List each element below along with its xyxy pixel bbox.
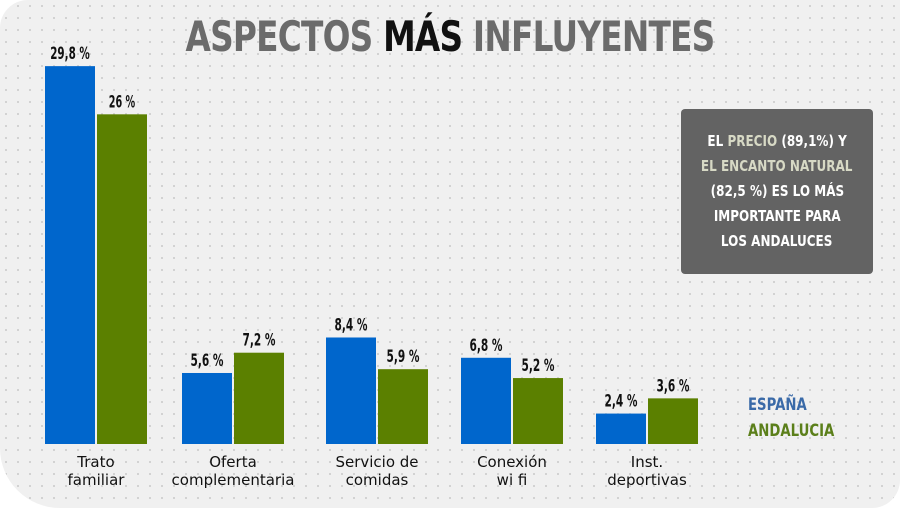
bar-andalucia-trato-familiar xyxy=(97,114,147,444)
category-label-oferta-complementaria: complementaria xyxy=(172,471,295,489)
category-label-trato-familiar: familiar xyxy=(68,471,126,489)
legend: ESPAÑA ANDALUCIA xyxy=(748,392,859,444)
title-part-2: INFLUYENTES xyxy=(462,12,715,61)
bar-espana-oferta-complementaria xyxy=(182,372,232,444)
data-label-espana-servicio-de-comidas: 8,4 % xyxy=(335,315,368,335)
data-label-andalucia-conexion-wi-fi: 5,2 % xyxy=(522,356,555,376)
category-label-conexion-wi-fi: wi fi xyxy=(497,471,528,489)
bar-espana-inst-deportivas xyxy=(596,413,646,444)
title-part-1: ASPECTOS xyxy=(185,12,384,61)
data-label-espana-trato-familiar: 29,8 % xyxy=(50,44,90,64)
callout-text: EL xyxy=(707,132,728,150)
data-label-andalucia-inst-deportivas: 3,6 % xyxy=(657,376,690,396)
callout-highlight-precio: PRECIO xyxy=(727,132,778,150)
bar-andalucia-conexion-wi-fi xyxy=(513,378,563,444)
data-label-espana-conexion-wi-fi: 6,8 % xyxy=(470,336,503,356)
callout-line-1: EL PRECIO (89,1%) Y xyxy=(707,129,846,154)
callout-line-5: LOS ANDALUCES xyxy=(721,232,833,250)
bar-andalucia-inst-deportivas xyxy=(648,398,698,444)
data-label-andalucia-oferta-complementaria: 7,2 % xyxy=(243,331,276,351)
data-label-espana-inst-deportivas: 2,4 % xyxy=(605,392,638,412)
data-label-espana-oferta-complementaria: 5,6 % xyxy=(191,351,224,371)
callout-line-3: (82,5 %) ES LO MÁS xyxy=(710,182,844,200)
category-label-servicio-de-comidas: comidas xyxy=(346,471,409,489)
data-label-andalucia-servicio-de-comidas: 5,9 % xyxy=(387,347,420,367)
callout-line-4: IMPORTANTE PARA xyxy=(713,207,841,225)
category-label-servicio-de-comidas: Servicio de xyxy=(335,453,418,471)
callout-box: EL PRECIO (89,1%) Y EL ENCANTO NATURAL (… xyxy=(681,109,873,274)
title-emphasis: MÁS xyxy=(383,12,463,61)
category-label-inst-deportivas: deportivas xyxy=(607,471,687,489)
chart-title: ASPECTOS MÁS INFLUYENTES xyxy=(99,12,801,61)
bar-andalucia-servicio-de-comidas xyxy=(378,369,428,444)
category-label-inst-deportivas: Inst. xyxy=(631,453,663,471)
data-label-andalucia-trato-familiar: 26 % xyxy=(109,92,135,112)
bar-espana-trato-familiar xyxy=(45,66,95,445)
category-label-conexion-wi-fi: Conexión xyxy=(477,453,547,471)
bar-espana-conexion-wi-fi xyxy=(461,357,511,444)
callout-text: (89,1%) Y xyxy=(777,132,847,150)
legend-item-espana: ESPAÑA xyxy=(748,395,807,415)
bar-espana-servicio-de-comidas xyxy=(326,337,376,444)
callout-line-2: EL ENCANTO NATURAL xyxy=(701,157,853,175)
legend-item-andalucia: ANDALUCIA xyxy=(748,421,835,441)
category-label-trato-familiar: Trato xyxy=(76,453,114,471)
category-label-oferta-complementaria: Oferta xyxy=(209,453,257,471)
bar-andalucia-oferta-complementaria xyxy=(234,352,284,444)
